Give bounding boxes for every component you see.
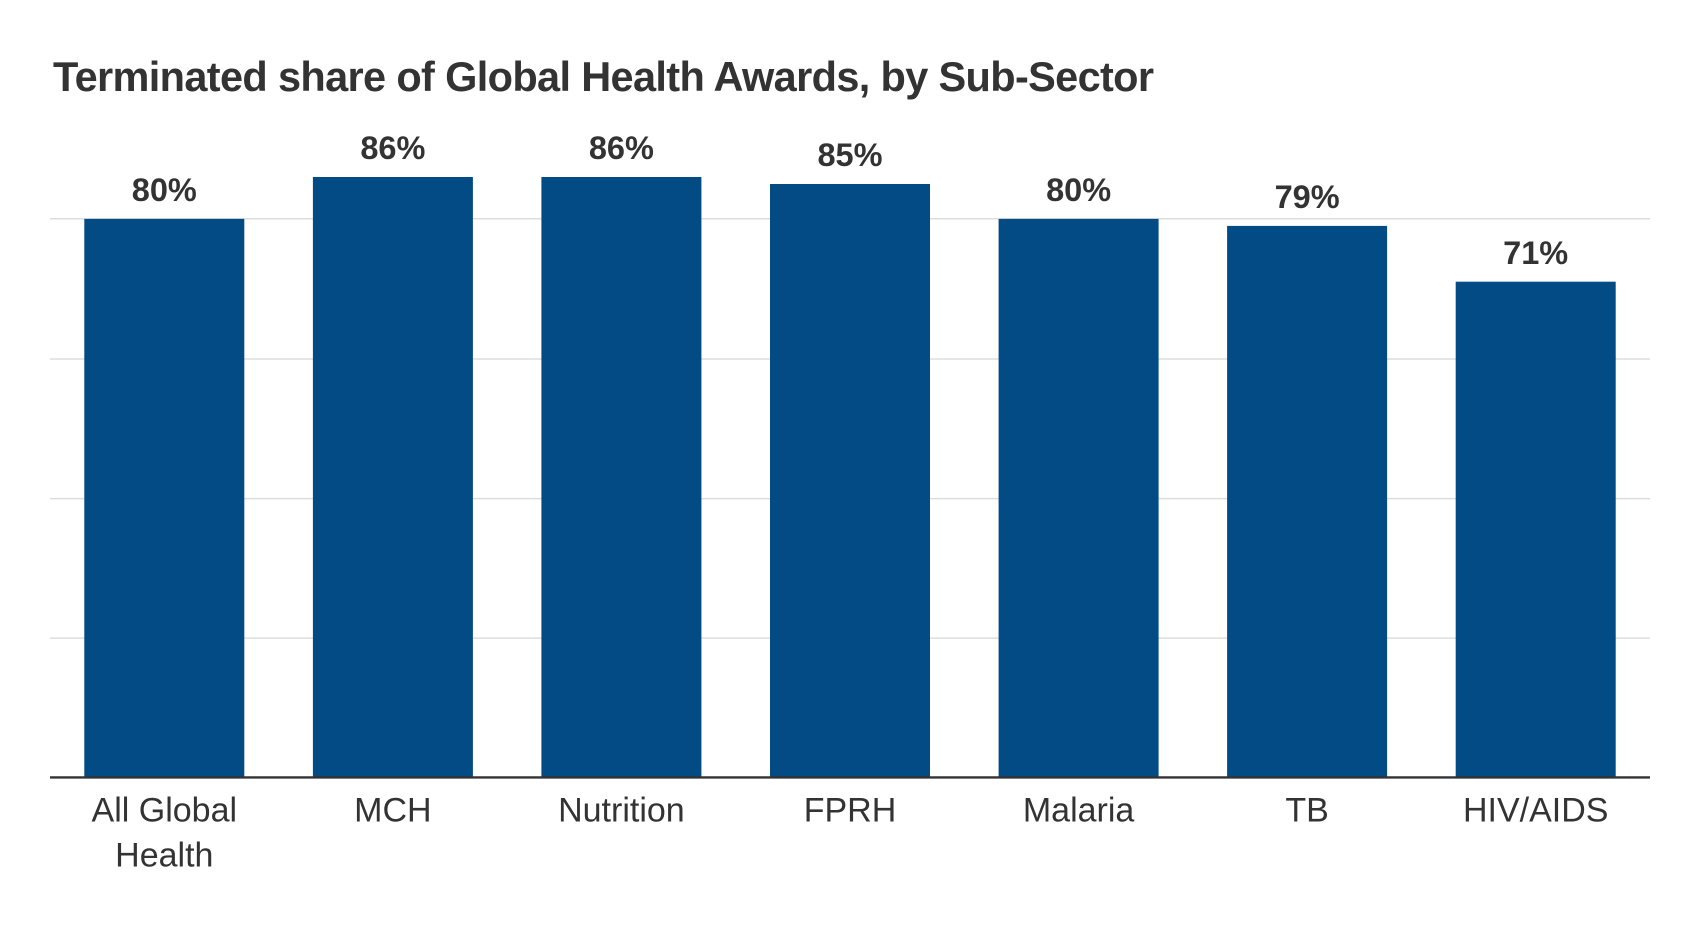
- svg-text:80%: 80%: [1046, 172, 1111, 208]
- svg-text:Malaria: Malaria: [1023, 791, 1135, 829]
- svg-text:86%: 86%: [589, 130, 654, 166]
- svg-text:86%: 86%: [360, 130, 425, 166]
- svg-text:TB: TB: [1285, 791, 1328, 829]
- svg-text:FPRH: FPRH: [804, 791, 897, 829]
- svg-text:80%: 80%: [132, 172, 197, 208]
- svg-text:Nutrition: Nutrition: [558, 791, 685, 829]
- svg-text:Terminated share of Global Hea: Terminated share of Global Health Awards…: [53, 53, 1154, 100]
- svg-text:HIV/AIDS: HIV/AIDS: [1463, 791, 1608, 829]
- svg-text:Health: Health: [115, 837, 213, 875]
- svg-text:79%: 79%: [1275, 179, 1340, 215]
- svg-text:MCH: MCH: [354, 791, 431, 829]
- svg-text:All Global: All Global: [92, 791, 238, 829]
- svg-text:71%: 71%: [1503, 235, 1568, 271]
- svg-text:85%: 85%: [817, 137, 882, 173]
